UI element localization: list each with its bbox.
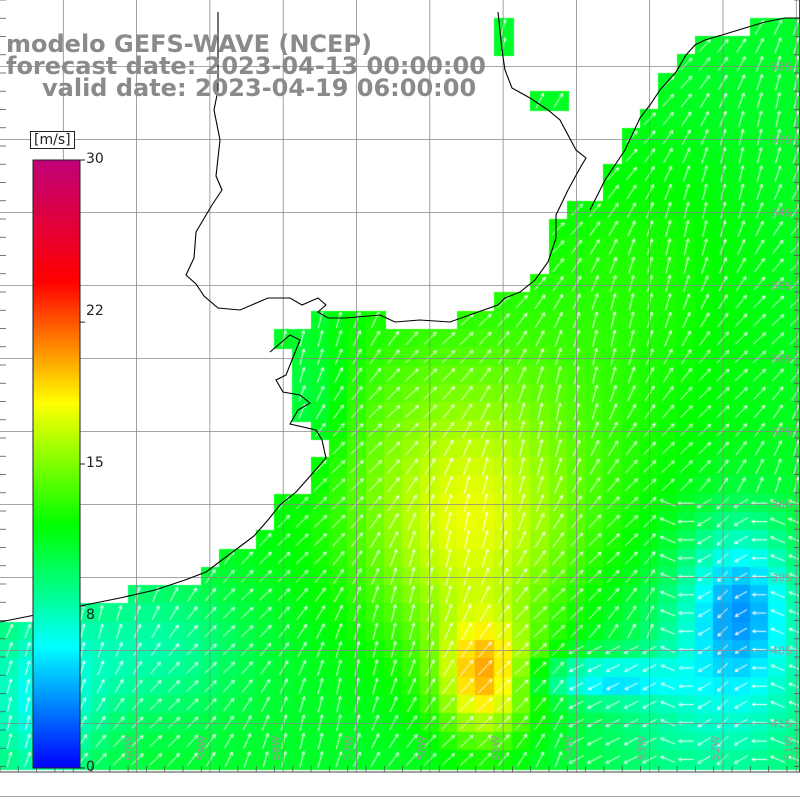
coastline-segment <box>589 17 800 211</box>
latitude-label: 38S <box>771 499 792 512</box>
longitude-label: 58W <box>269 735 282 760</box>
latitude-label: 41S <box>771 718 792 731</box>
title-model: modelo GEFS-WAVE (NCEP) <box>6 30 372 58</box>
latitude-label: 36S <box>771 353 792 366</box>
longitude-labels: 61W60W59W58W57W56W55W54W53W52W51W <box>49 735 795 760</box>
longitude-label: 57W <box>343 735 356 760</box>
latitude-label: 37S <box>771 426 792 439</box>
latitude-label: 34S <box>771 207 792 220</box>
longitude-label: 54W <box>562 735 575 760</box>
longitude-label: 56W <box>416 735 429 760</box>
latitude-labels: 32S 33S 34S 35S 36S 37S 38S 39S 40S 41S <box>771 61 792 731</box>
colorbar-tick-label: 30 <box>86 151 104 167</box>
latitude-label: 32S <box>771 61 792 74</box>
latitude-label: 39S <box>771 572 792 585</box>
colorbar-tick-label: 8 <box>86 607 95 623</box>
title-forecast-date: forecast date: 2023-04-13 00:00:00 <box>6 52 486 80</box>
latitude-label: 35S <box>771 280 792 293</box>
colorbar-ramp <box>32 159 81 769</box>
longitude-label: 59W <box>196 735 209 760</box>
latitude-label: 33S <box>771 134 792 147</box>
colorbar-tick-label: 15 <box>86 455 104 471</box>
title-valid-date: valid date: 2023-04-19 06:00:00 <box>42 74 477 102</box>
coastline-segment <box>0 334 327 623</box>
coastline-segment <box>185 11 587 323</box>
longitude-label: 60W <box>123 735 136 760</box>
colorbar-tick-label: 0 <box>86 759 95 775</box>
longitude-label: 52W <box>709 735 722 760</box>
longitude-label: 53W <box>636 735 649 760</box>
longitude-label: 55W <box>489 735 502 760</box>
latitude-label: 40S <box>771 645 792 658</box>
colorbar-unit: [m/s] <box>30 131 75 149</box>
colorbar <box>32 159 85 769</box>
coastline <box>0 11 800 623</box>
longitude-label: 51W <box>782 735 795 760</box>
colorbar-tick-label: 22 <box>86 303 104 319</box>
